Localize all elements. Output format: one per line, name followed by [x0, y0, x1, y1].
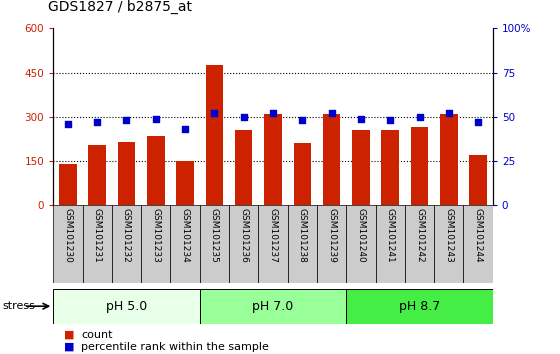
- FancyBboxPatch shape: [53, 205, 82, 283]
- Text: ■: ■: [64, 330, 75, 339]
- Bar: [88, 145, 106, 205]
- FancyBboxPatch shape: [405, 205, 434, 283]
- FancyBboxPatch shape: [317, 205, 346, 283]
- Text: stress: stress: [3, 301, 36, 311]
- FancyBboxPatch shape: [82, 205, 112, 283]
- Bar: [147, 136, 165, 205]
- FancyBboxPatch shape: [170, 205, 200, 283]
- Text: count: count: [81, 330, 113, 339]
- Text: GSM101232: GSM101232: [122, 208, 131, 262]
- Text: GSM101234: GSM101234: [180, 208, 190, 262]
- Text: GSM101244: GSM101244: [474, 208, 483, 262]
- FancyBboxPatch shape: [288, 205, 317, 283]
- Point: [445, 110, 454, 116]
- Point: [210, 110, 219, 116]
- FancyBboxPatch shape: [346, 289, 493, 324]
- FancyBboxPatch shape: [258, 205, 288, 283]
- Point: [386, 118, 395, 123]
- Bar: [176, 161, 194, 205]
- FancyBboxPatch shape: [200, 205, 229, 283]
- FancyBboxPatch shape: [434, 205, 464, 283]
- FancyBboxPatch shape: [112, 205, 141, 283]
- Point: [298, 118, 307, 123]
- Bar: [235, 130, 253, 205]
- Point: [93, 119, 102, 125]
- Text: GSM101233: GSM101233: [151, 208, 160, 263]
- FancyBboxPatch shape: [53, 289, 200, 324]
- Bar: [352, 130, 370, 205]
- Point: [356, 116, 365, 121]
- Bar: [469, 155, 487, 205]
- FancyBboxPatch shape: [464, 205, 493, 283]
- Text: percentile rank within the sample: percentile rank within the sample: [81, 342, 269, 352]
- Bar: [323, 114, 340, 205]
- Bar: [293, 143, 311, 205]
- Point: [269, 110, 278, 116]
- Point: [63, 121, 72, 127]
- Text: GSM101236: GSM101236: [239, 208, 248, 263]
- FancyBboxPatch shape: [376, 205, 405, 283]
- Bar: [59, 164, 77, 205]
- FancyBboxPatch shape: [346, 205, 376, 283]
- FancyBboxPatch shape: [200, 289, 346, 324]
- Bar: [381, 130, 399, 205]
- Text: ■: ■: [64, 342, 75, 352]
- Text: GDS1827 / b2875_at: GDS1827 / b2875_at: [48, 0, 192, 14]
- Text: pH 5.0: pH 5.0: [106, 300, 147, 313]
- Text: GSM101242: GSM101242: [415, 208, 424, 262]
- Text: GSM101239: GSM101239: [327, 208, 336, 263]
- Text: GSM101237: GSM101237: [268, 208, 278, 263]
- Point: [151, 116, 160, 121]
- Point: [474, 119, 483, 125]
- Text: GSM101243: GSM101243: [444, 208, 454, 262]
- Point: [415, 114, 424, 120]
- Bar: [440, 114, 458, 205]
- Point: [180, 126, 189, 132]
- Bar: [118, 142, 136, 205]
- Point: [327, 110, 336, 116]
- Text: GSM101240: GSM101240: [356, 208, 366, 262]
- Text: GSM101235: GSM101235: [210, 208, 219, 263]
- Text: pH 7.0: pH 7.0: [253, 300, 293, 313]
- Text: GSM101230: GSM101230: [63, 208, 72, 263]
- FancyBboxPatch shape: [141, 205, 170, 283]
- Text: pH 8.7: pH 8.7: [399, 300, 440, 313]
- Text: GSM101238: GSM101238: [298, 208, 307, 263]
- Bar: [410, 127, 428, 205]
- Bar: [264, 114, 282, 205]
- Bar: [206, 65, 223, 205]
- Point: [122, 118, 131, 123]
- Point: [239, 114, 248, 120]
- Text: GSM101241: GSM101241: [386, 208, 395, 262]
- Text: GSM101231: GSM101231: [92, 208, 102, 263]
- FancyBboxPatch shape: [229, 205, 258, 283]
